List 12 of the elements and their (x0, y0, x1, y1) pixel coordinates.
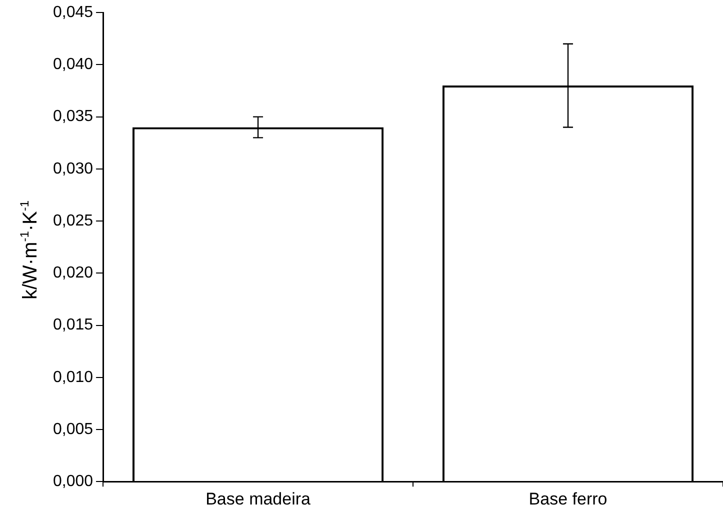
y-tick-label: 0,020 (52, 264, 94, 282)
y-tick-label: 0,035 (52, 108, 94, 126)
y-tick-label: 0,045 (52, 4, 94, 22)
y-tick-label: 0,040 (52, 56, 94, 74)
y-tick-label: 0,025 (52, 212, 94, 230)
y-tick-label: 0,015 (52, 316, 94, 334)
y-tick-label: 0,030 (52, 160, 94, 178)
y-tick-label: 0,000 (52, 473, 94, 490)
x-tick-label: Base madeira (206, 489, 312, 508)
y-tick-label: 0,010 (52, 368, 94, 386)
x-tick-label: Base ferro (528, 489, 608, 508)
y-tick-label: 0,005 (52, 420, 94, 438)
